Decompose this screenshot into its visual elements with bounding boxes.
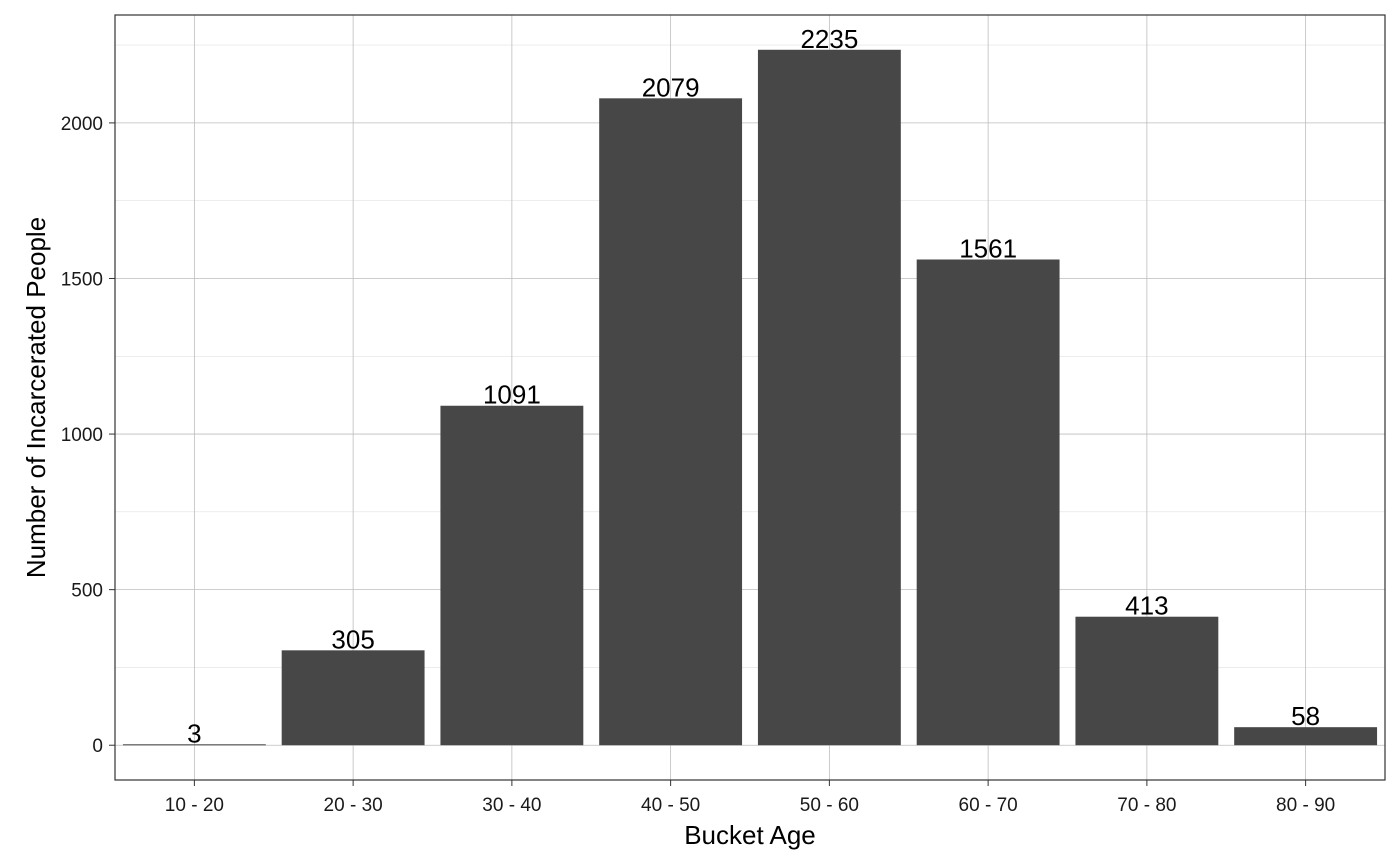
y-tick-label: 1500 [61,269,103,290]
x-axis: 10 - 20 20 - 30 30 - 40 40 - 50 50 - 60 60 - … [165,780,1335,816]
y-tick-label: 0 [92,736,103,757]
y-axis-title: Number of Incarcerated People [21,217,51,578]
y-axis: 0 500 1000 1500 2000 [61,114,115,757]
bar-value-label: 1561 [959,233,1017,263]
y-tick-label: 2000 [61,114,103,135]
bar [122,744,266,746]
bar-value-label: 413 [1125,591,1168,621]
data-labels: 3 305 1091 2079 2235 1561 413 58 [187,24,1320,749]
x-tick-label: 50 - 60 [800,795,859,816]
bar [599,98,743,746]
x-tick-label: 10 - 20 [165,795,224,816]
bar [1234,727,1378,746]
bar [281,650,425,746]
bar [757,49,901,746]
x-tick-label: 20 - 30 [324,795,383,816]
bar-value-label: 305 [331,624,374,654]
bar-value-label: 58 [1291,701,1320,731]
x-tick-label: 70 - 80 [1117,795,1176,816]
x-tick-label: 80 - 90 [1276,795,1335,816]
bars [122,49,1378,746]
plot-panel-border [114,14,1386,781]
y-tick-label: 1000 [61,425,103,446]
x-tick-label: 30 - 40 [482,795,541,816]
bar-value-label: 2235 [800,24,858,54]
bar-value-label: 1091 [483,380,541,410]
x-tick-label: 40 - 50 [641,795,700,816]
x-tick-label: 60 - 70 [959,795,1018,816]
bar [916,259,1060,746]
bar-value-label: 3 [187,718,201,748]
bar [440,405,584,746]
x-axis-title: Bucket Age [684,820,816,850]
y-tick-label: 500 [71,581,103,602]
bar [1075,616,1219,746]
bar-value-label: 2079 [642,72,700,102]
